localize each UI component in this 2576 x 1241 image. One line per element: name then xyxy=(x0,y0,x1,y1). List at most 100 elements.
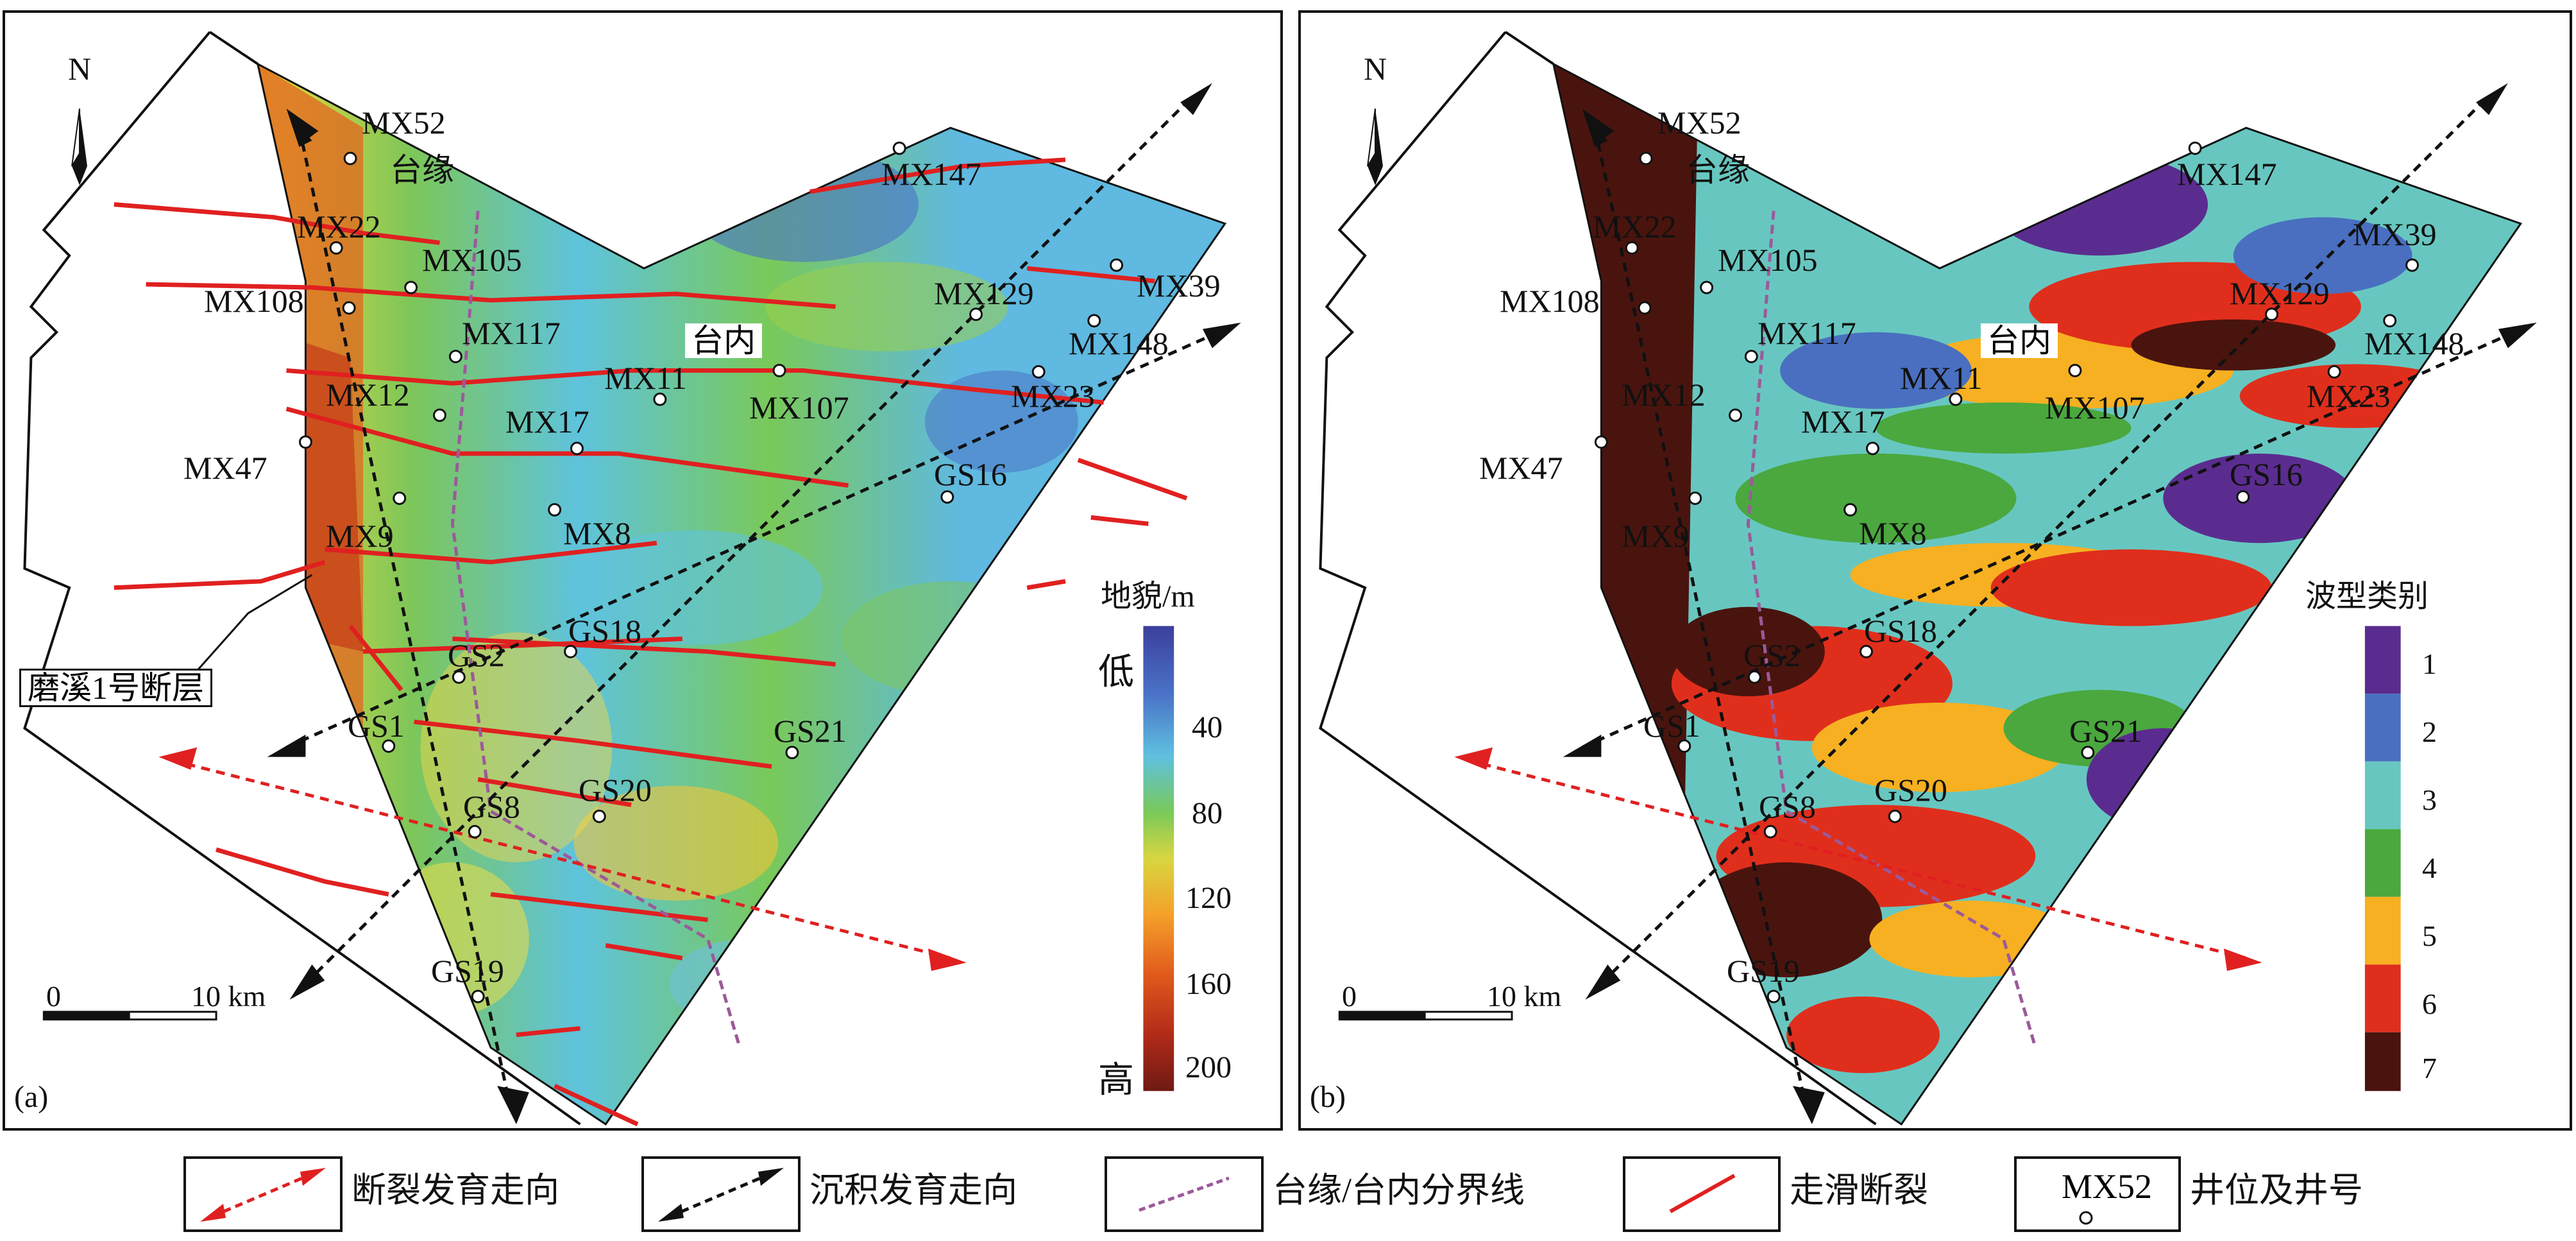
well-label-mx22-b: MX22 xyxy=(1593,209,1677,244)
well-label-mx47-b: MX47 xyxy=(1479,450,1563,486)
ramp-title: 地貌/m xyxy=(1101,579,1195,613)
well-label-gs16: GS16 xyxy=(934,456,1007,492)
well-label-mx129: MX129 xyxy=(934,275,1034,311)
legend-fault-trend-swatch xyxy=(183,1156,343,1232)
legend-boundary-swatch xyxy=(1105,1156,1264,1232)
well-label-mx9: MX9 xyxy=(326,518,394,554)
waveform-map-b xyxy=(1319,31,2537,1126)
well-label-gs2: GS2 xyxy=(448,637,505,673)
topography-map-a xyxy=(23,31,1241,1127)
class-label-2: 2 xyxy=(2422,715,2437,748)
well-label-mx8-b: MX8 xyxy=(1859,515,1927,551)
zone-edge-label-b: 台缘 xyxy=(1686,152,1750,188)
well-label-mx12: MX12 xyxy=(326,377,410,413)
well-label-gs20-b: GS20 xyxy=(1874,772,1947,808)
well-label-mx17-b: MX17 xyxy=(1801,404,1885,440)
boundary-line-icon xyxy=(1139,1176,1230,1212)
scale-end-b: 10 km xyxy=(1487,980,1562,1013)
panel-letter-a: (a) xyxy=(14,1080,49,1114)
well-label-gs8-b: GS8 xyxy=(1759,789,1816,825)
well-label-mx47: MX47 xyxy=(183,450,267,486)
well-label-gs18-b: GS18 xyxy=(1864,613,1937,649)
well-label-mx39: MX39 xyxy=(1137,268,1221,304)
strike-slip-fault-icon xyxy=(1669,1174,1736,1213)
class-label-3: 3 xyxy=(2422,783,2437,816)
map-panel-a: N MX52 台缘 MX22 MX105 MX108 MX117 MX12 MX… xyxy=(3,10,1283,1131)
well-label-mx12-b: MX12 xyxy=(1622,377,1706,413)
ramp-low: 低 xyxy=(1098,653,1134,692)
legend-strike-slip-label: 走滑断裂 xyxy=(1790,1171,1928,1210)
scale-zero-b: 0 xyxy=(1342,980,1357,1013)
well-label-mx22: MX22 xyxy=(297,209,381,244)
well-label-gs2-b: GS2 xyxy=(1743,637,1801,673)
ramp-tick-120: 120 xyxy=(1185,881,1232,915)
fault-trend-arrow xyxy=(171,758,951,960)
well-label-mx108-b: MX108 xyxy=(1500,283,1600,319)
legend-fault-trend-label: 断裂发育走向 xyxy=(352,1171,559,1210)
ramp-tick-80: 80 xyxy=(1192,796,1223,830)
well-label-mx108: MX108 xyxy=(204,283,304,319)
legend-sediment-trend-label: 沉积发育走向 xyxy=(809,1171,1017,1210)
well-label-mx147: MX147 xyxy=(881,156,981,192)
waveform-class-swatches xyxy=(2364,626,2401,1091)
well-markers xyxy=(298,141,1124,1004)
ramp-tick-200: 200 xyxy=(1185,1050,1232,1084)
well-label-mx117: MX117 xyxy=(462,315,561,351)
zone-edge-label: 台缘 xyxy=(390,152,454,188)
well-label-mx8: MX8 xyxy=(563,515,631,551)
legend-sediment-trend-swatch xyxy=(641,1156,801,1232)
map-panel-b: N MX52 台缘 MX22 MX105 MX108 MX117 MX12 MX… xyxy=(1298,10,2572,1131)
well-label-gs8: GS8 xyxy=(463,789,520,825)
north-label: N xyxy=(68,51,92,87)
class-label-5: 5 xyxy=(2422,920,2437,952)
well-label-gs19: GS19 xyxy=(431,953,504,989)
well-label-mx107-b: MX107 xyxy=(2045,389,2145,425)
well-label-mx17: MX17 xyxy=(505,404,589,440)
fault-trend-icon xyxy=(200,1168,326,1222)
fault-name-label: 磨溪1号断层 xyxy=(19,669,212,707)
well-label-mx148-b: MX148 xyxy=(2364,325,2464,361)
legend-strike-slip-swatch xyxy=(1623,1156,1781,1232)
sediment-trend-icon xyxy=(658,1168,784,1222)
zone-inner-label: 台内 xyxy=(685,323,762,358)
north-label-b: N xyxy=(1364,51,1387,87)
well-label-mx11-b: MX11 xyxy=(1900,360,1983,396)
well-label-mx23: MX23 xyxy=(1011,378,1095,414)
legend-boundary-label: 台缘/台内分界线 xyxy=(1273,1171,1525,1210)
well-label-gs16-b: GS16 xyxy=(2230,456,2303,492)
well-marker-icon xyxy=(2079,1211,2093,1225)
well-label-mx129-b: MX129 xyxy=(2230,275,2330,311)
ramp-tick-160: 160 xyxy=(1185,967,1232,1001)
legend-well-label: 井位及井号 xyxy=(2190,1171,2363,1210)
ramp-tick-40: 40 xyxy=(1192,710,1223,744)
legend-well-swatch: MX52 xyxy=(2014,1156,2181,1232)
well-label-mx9-b: MX9 xyxy=(1622,518,1690,554)
scale-zero: 0 xyxy=(46,980,61,1013)
zone-inner-label-b: 台内 xyxy=(1981,323,2058,358)
well-label-gs1: GS1 xyxy=(348,708,405,744)
scale-end: 10 km xyxy=(191,980,266,1013)
class-label-1: 1 xyxy=(2422,647,2437,680)
well-label-gs18: GS18 xyxy=(568,613,641,649)
well-label-mx39-b: MX39 xyxy=(2353,216,2437,252)
well-label-mx107: MX107 xyxy=(749,389,849,425)
well-label-mx147-b: MX147 xyxy=(2177,156,2277,192)
sediment-trend-arrows xyxy=(285,94,1219,1106)
well-label-mx105-b: MX105 xyxy=(1718,242,1818,278)
well-label-gs21: GS21 xyxy=(774,713,847,749)
well-label-mx148: MX148 xyxy=(1069,325,1169,361)
topography-raster xyxy=(257,64,1225,1125)
well-label-gs20: GS20 xyxy=(579,772,652,808)
class-label-6: 6 xyxy=(2422,988,2437,1020)
well-label-gs19-b: GS19 xyxy=(1727,953,1800,989)
boundary-line xyxy=(450,210,741,1048)
sediment-arrow-heads xyxy=(267,83,1241,1125)
well-label-mx11: MX11 xyxy=(604,360,687,396)
well-label-mx23-b: MX23 xyxy=(2307,378,2391,414)
elevation-ramp xyxy=(1143,626,1174,1091)
strike-slip-faults xyxy=(114,157,1188,1127)
well-label-mx105: MX105 xyxy=(422,242,522,278)
ramp-high: 高 xyxy=(1098,1061,1134,1100)
panel-letter-b: (b) xyxy=(1310,1080,1346,1114)
well-label-mx52-b: MX52 xyxy=(1657,105,1741,141)
